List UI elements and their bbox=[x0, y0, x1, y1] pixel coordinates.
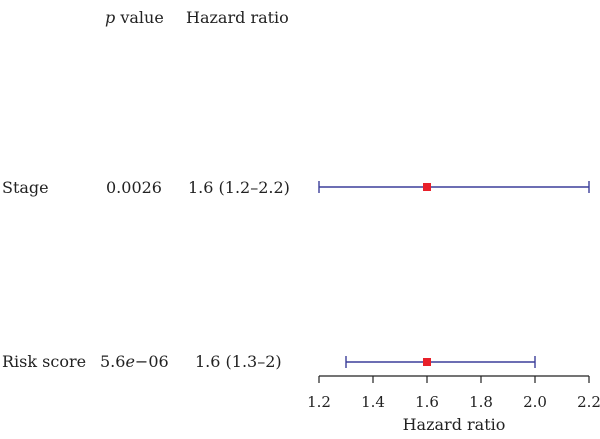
ci-row-1 bbox=[345, 356, 536, 368]
hr-point bbox=[423, 183, 431, 191]
x-tick-label: 1.2 bbox=[307, 393, 331, 411]
x-axis-title: Hazard ratio bbox=[403, 415, 506, 434]
row-label-stage: Stage bbox=[2, 178, 49, 197]
x-tick-label: 1.8 bbox=[469, 393, 493, 411]
x-axis: 1.2 1.4 1.6 1.8 2.0 2.2 bbox=[307, 375, 600, 411]
pvalue-e: e bbox=[125, 352, 134, 371]
row-hr-text-stage: 1.6 (1.2–2.2) bbox=[188, 178, 290, 197]
pvalue-exponent: −06 bbox=[135, 352, 169, 371]
row-hr-text-risk-score: 1.6 (1.3–2) bbox=[195, 352, 282, 371]
hr-point bbox=[423, 358, 431, 366]
ci-layer bbox=[318, 181, 590, 368]
row-label-risk-score: Risk score bbox=[2, 352, 86, 371]
p-suffix: value bbox=[115, 8, 164, 27]
ci-row-0 bbox=[318, 181, 590, 193]
pvalue-mantissa: 5.6 bbox=[100, 352, 125, 371]
p-symbol: p bbox=[105, 8, 115, 27]
p-value-header: p value bbox=[105, 8, 164, 27]
x-tick-label: 1.6 bbox=[415, 393, 439, 411]
x-tick-label: 2.2 bbox=[577, 393, 600, 411]
x-tick-label: 1.4 bbox=[361, 393, 385, 411]
row-pvalue-stage: 0.0026 bbox=[106, 178, 162, 197]
hazard-ratio-header: Hazard ratio bbox=[186, 8, 289, 27]
row-pvalue-risk-score: 5.6e−06 bbox=[100, 352, 169, 371]
x-tick-label: 2.0 bbox=[523, 393, 547, 411]
